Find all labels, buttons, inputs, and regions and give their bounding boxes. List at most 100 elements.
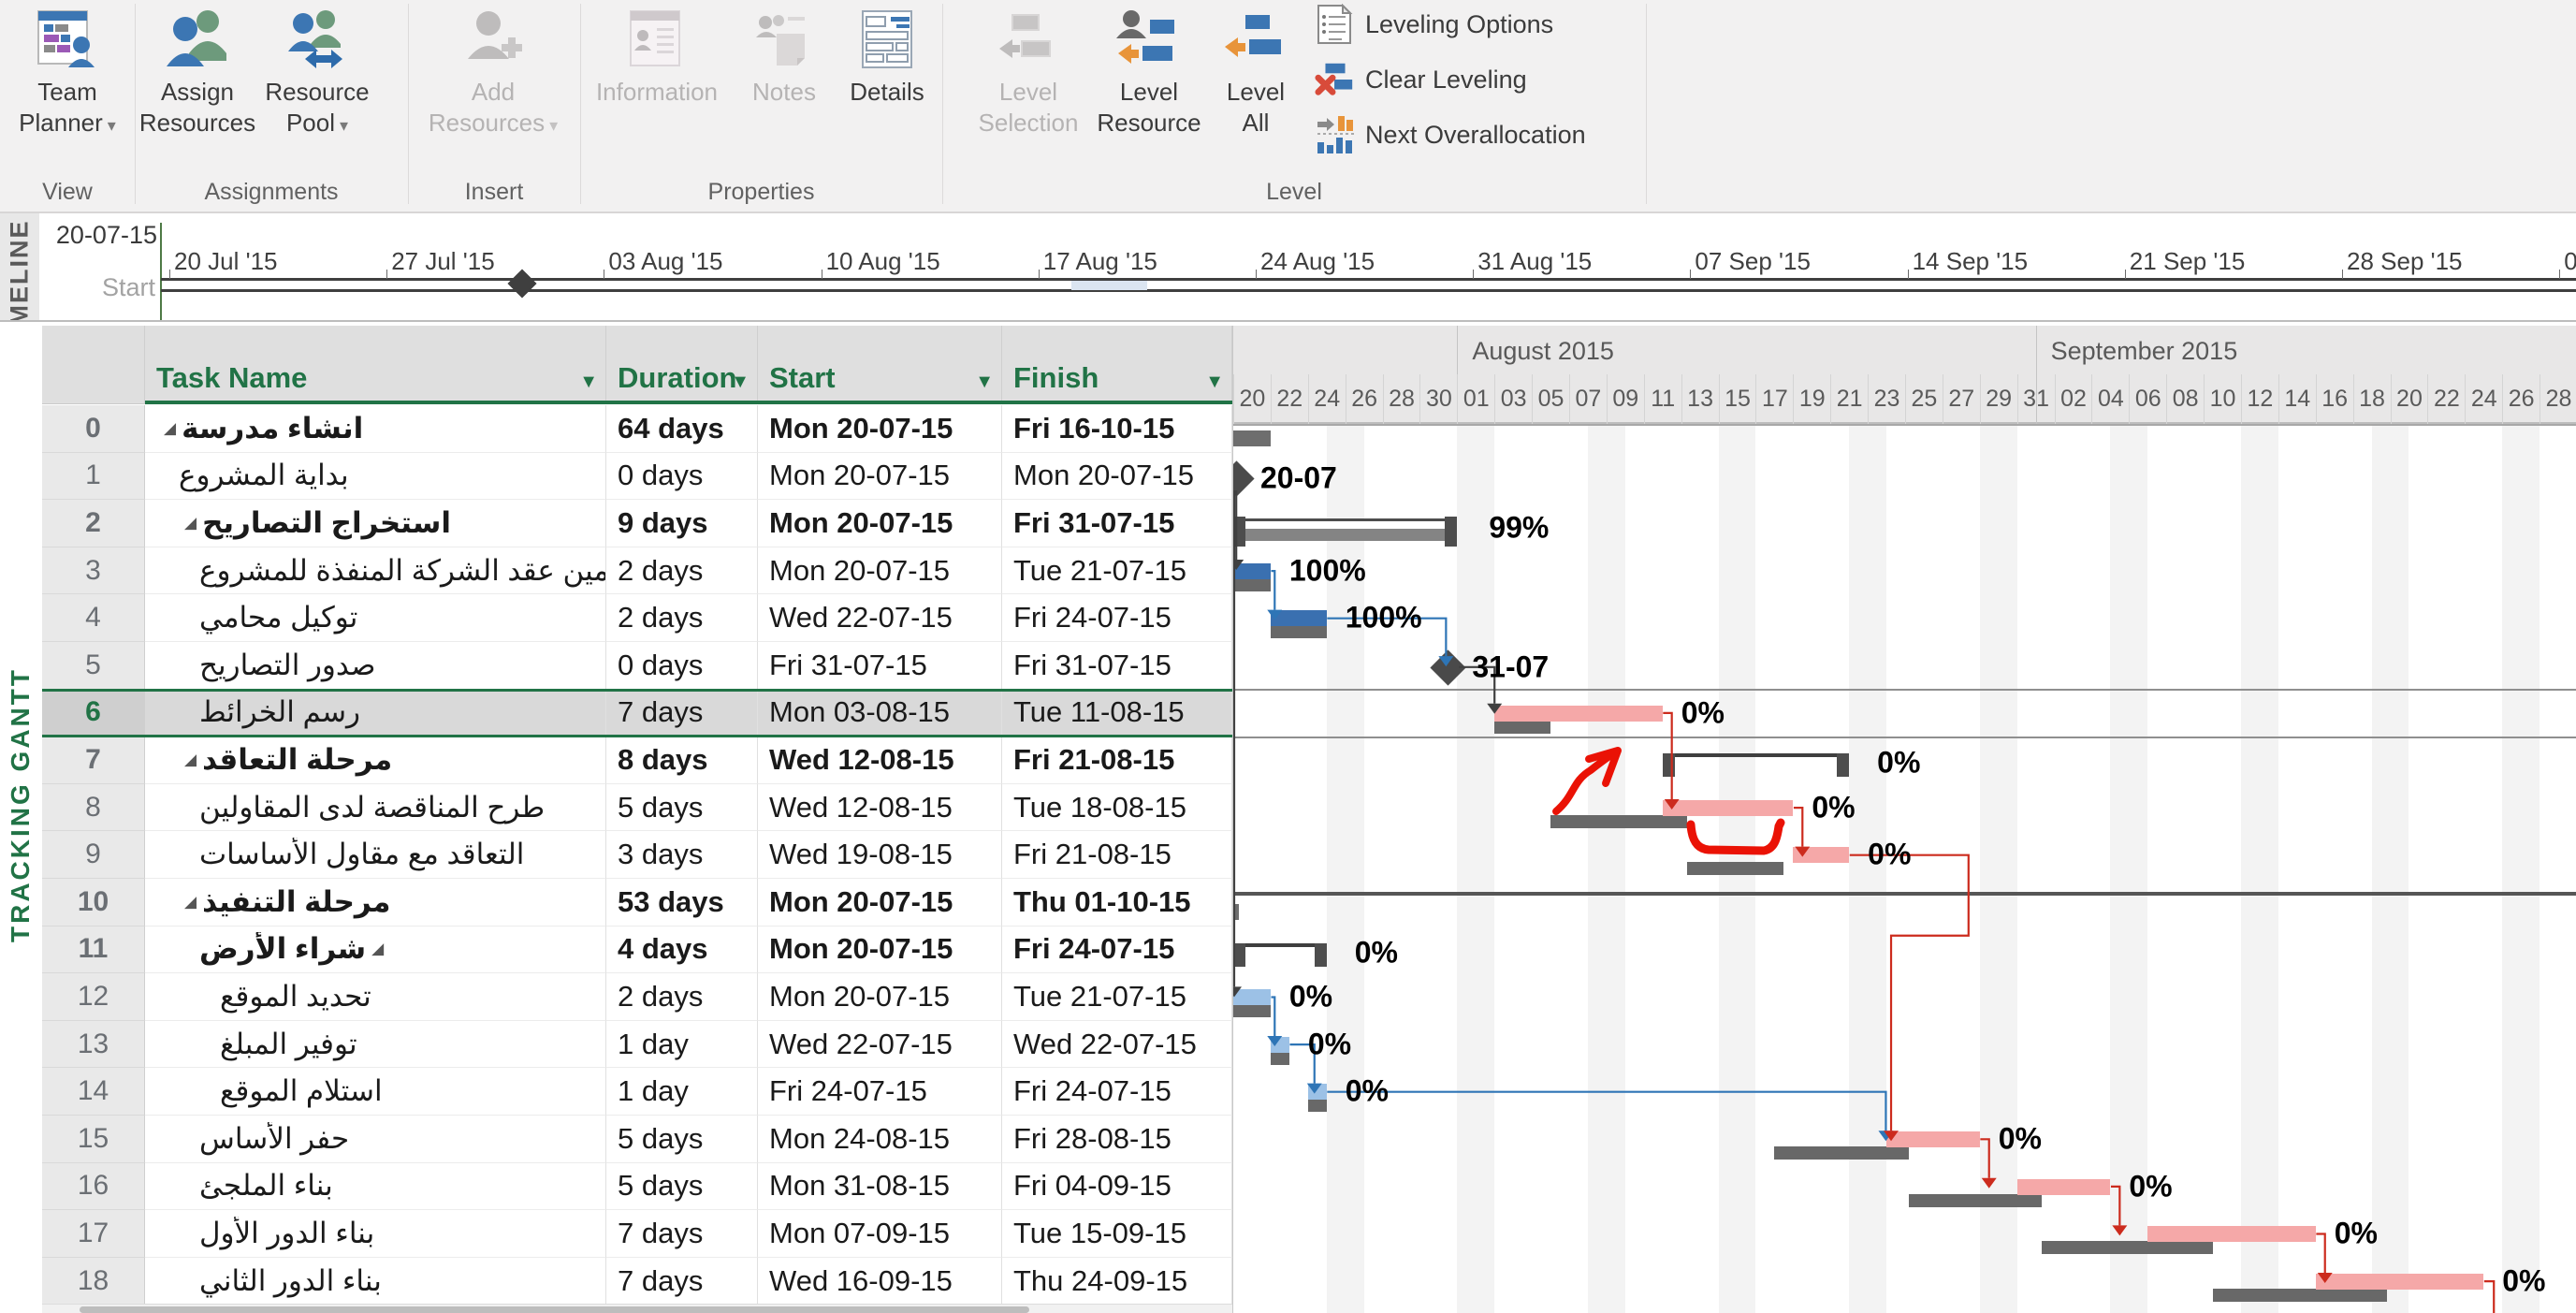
start-cell[interactable]: Mon 24-08-15 [758, 1116, 1002, 1163]
row-id-cell[interactable]: 1 [42, 452, 145, 501]
baseline-bar[interactable] [1494, 720, 1551, 734]
task-bar[interactable] [1662, 799, 1794, 816]
timeline-milestone-diamond[interactable] [507, 269, 537, 299]
duration-cell[interactable]: 5 days [606, 783, 758, 832]
duration-cell[interactable]: 4 days [606, 926, 758, 974]
baseline-bar[interactable] [1774, 1146, 1909, 1160]
scrollbar-thumb[interactable] [80, 1306, 1029, 1313]
table-horizontal-scrollbar[interactable] [42, 1304, 1232, 1313]
baseline-bar[interactable] [1270, 1051, 1289, 1065]
finish-cell[interactable]: Fri 31-07-15 [1002, 500, 1232, 547]
duration-cell[interactable]: 53 days [606, 879, 758, 926]
start-cell[interactable]: Mon 03-08-15 [758, 689, 1002, 737]
finish-cell[interactable]: Fri 21-08-15 [1002, 831, 1232, 879]
start-cell[interactable]: Mon 20-07-15 [758, 547, 1002, 595]
task-bar[interactable] [1270, 610, 1327, 627]
start-cell[interactable]: Mon 20-07-15 [758, 879, 1002, 926]
start-cell[interactable]: Mon 07-09-15 [758, 1210, 1002, 1258]
clear-leveling-button[interactable]: Clear Leveling [1315, 55, 1642, 104]
start-cell[interactable]: Mon 20-07-15 [758, 973, 1002, 1021]
filter-dropdown-icon[interactable]: ▼ [1205, 372, 1224, 392]
finish-cell[interactable]: Wed 22-07-15 [1002, 1020, 1232, 1069]
column-header-duration[interactable]: Duration ▼ [606, 326, 758, 404]
duration-cell[interactable]: 8 days [606, 737, 758, 784]
next-overallocation-button[interactable]: Next Overallocation [1315, 110, 1642, 159]
task-bar[interactable] [1886, 1131, 1980, 1147]
task-name-cell[interactable]: ◢ انشاء مدرسة [145, 405, 606, 453]
row-id-cell[interactable]: 11 [42, 926, 145, 974]
finish-cell[interactable]: Tue 15-09-15 [1002, 1210, 1232, 1258]
row-id-cell[interactable]: 16 [42, 1162, 145, 1211]
task-name-cell[interactable]: التعاقد مع مقاول الأساسات [145, 831, 606, 879]
row-id-cell[interactable]: 5 [42, 642, 145, 690]
column-header-task-name[interactable]: Task Name ▼ [145, 326, 606, 404]
finish-cell[interactable]: Mon 20-07-15 [1002, 452, 1232, 501]
task-name-cell[interactable]: بناء الدور الثاني [145, 1257, 606, 1305]
task-name-cell[interactable]: رسم الخرائط [145, 689, 606, 737]
duration-cell[interactable]: 5 days [606, 1162, 758, 1211]
row-id-cell[interactable]: 6 [42, 689, 145, 737]
filter-dropdown-icon[interactable]: ▼ [975, 372, 994, 392]
duration-cell[interactable]: 2 days [606, 547, 758, 595]
task-name-cell[interactable]: ◢ مرحلة التعاقد [145, 737, 606, 784]
row-id-cell[interactable]: 13 [42, 1020, 145, 1069]
task-bar[interactable] [1233, 562, 1271, 579]
start-cell[interactable]: Mon 20-07-15 [758, 405, 1002, 453]
row-id-cell[interactable]: 8 [42, 783, 145, 832]
start-cell[interactable]: Mon 20-07-15 [758, 500, 1002, 547]
duration-cell[interactable]: 2 days [606, 594, 758, 642]
task-name-cell[interactable]: تأمين عقد الشركة المنفذة للمشروع [145, 547, 606, 595]
finish-cell[interactable]: Fri 24-07-15 [1002, 594, 1232, 642]
column-header-start[interactable]: Start ▼ [758, 326, 1002, 404]
summary-bracket-bar[interactable] [1233, 942, 1327, 947]
row-id-cell[interactable]: 12 [42, 973, 145, 1021]
task-name-cell[interactable]: حفر الأساس [145, 1116, 606, 1163]
task-name-cell[interactable]: بداية المشروع [145, 452, 606, 501]
start-cell[interactable]: Mon 31-08-15 [758, 1162, 1002, 1211]
team-planner-button[interactable]: Team Planner ▾ [9, 2, 125, 138]
details-button[interactable]: Details [835, 2, 939, 108]
baseline-bar[interactable] [1233, 1004, 1271, 1018]
task-name-cell[interactable]: توكيل محامي [145, 594, 606, 642]
task-name-cell[interactable]: صدور التصاريح [145, 642, 606, 690]
task-bar[interactable] [2016, 1178, 2111, 1195]
baseline-bar[interactable] [1233, 577, 1271, 591]
baseline-bar[interactable] [2041, 1241, 2214, 1255]
collapse-triangle-icon[interactable]: ◢ [164, 418, 177, 437]
task-bar[interactable] [2147, 1226, 2316, 1243]
duration-cell[interactable]: 0 days [606, 452, 758, 501]
duration-cell[interactable]: 2 days [606, 973, 758, 1021]
finish-cell[interactable]: Tue 21-07-15 [1002, 547, 1232, 595]
finish-cell[interactable]: Tue 18-08-15 [1002, 783, 1232, 832]
level-all-button[interactable]: Level All [1213, 2, 1299, 138]
finish-cell[interactable]: Fri 04-09-15 [1002, 1162, 1232, 1211]
task-name-cell[interactable]: ◢ استخراج التصاريح [145, 500, 606, 547]
start-cell[interactable]: Wed 19-08-15 [758, 831, 1002, 879]
collapse-triangle-icon[interactable]: ◢ [184, 750, 197, 768]
task-name-cell[interactable]: شراء الأرض ◢ [145, 926, 606, 974]
row-id-cell[interactable]: 14 [42, 1068, 145, 1116]
collapse-triangle-icon[interactable]: ◢ [371, 940, 385, 958]
filter-dropdown-icon[interactable]: ▼ [579, 372, 598, 392]
finish-cell[interactable]: Tue 21-07-15 [1002, 973, 1232, 1021]
start-cell[interactable]: Fri 24-07-15 [758, 1068, 1002, 1116]
finish-cell[interactable]: Thu 01-10-15 [1002, 879, 1232, 926]
start-cell[interactable]: Wed 12-08-15 [758, 737, 1002, 784]
row-id-cell[interactable]: 7 [42, 737, 145, 784]
start-cell[interactable]: Mon 20-07-15 [758, 452, 1002, 501]
finish-cell[interactable]: Fri 28-08-15 [1002, 1116, 1232, 1163]
baseline-bar[interactable] [1550, 814, 1687, 828]
row-id-cell[interactable]: 15 [42, 1116, 145, 1163]
duration-cell[interactable]: 9 days [606, 500, 758, 547]
task-name-cell[interactable]: طرح المناقصة لدى المقاولين [145, 783, 606, 832]
finish-cell[interactable]: Fri 21-08-15 [1002, 737, 1232, 784]
start-cell[interactable]: Mon 20-07-15 [758, 926, 1002, 974]
baseline-bar[interactable] [2213, 1288, 2387, 1302]
row-id-cell[interactable]: 9 [42, 831, 145, 879]
timeline-highlight-segment[interactable] [1071, 281, 1147, 290]
task-bar[interactable] [1233, 989, 1271, 1006]
row-id-cell[interactable]: 3 [42, 547, 145, 595]
column-header-finish[interactable]: Finish ▼ [1002, 326, 1232, 404]
task-name-cell[interactable]: توفير المبلغ [145, 1020, 606, 1069]
row-id-cell[interactable]: 18 [42, 1257, 145, 1305]
